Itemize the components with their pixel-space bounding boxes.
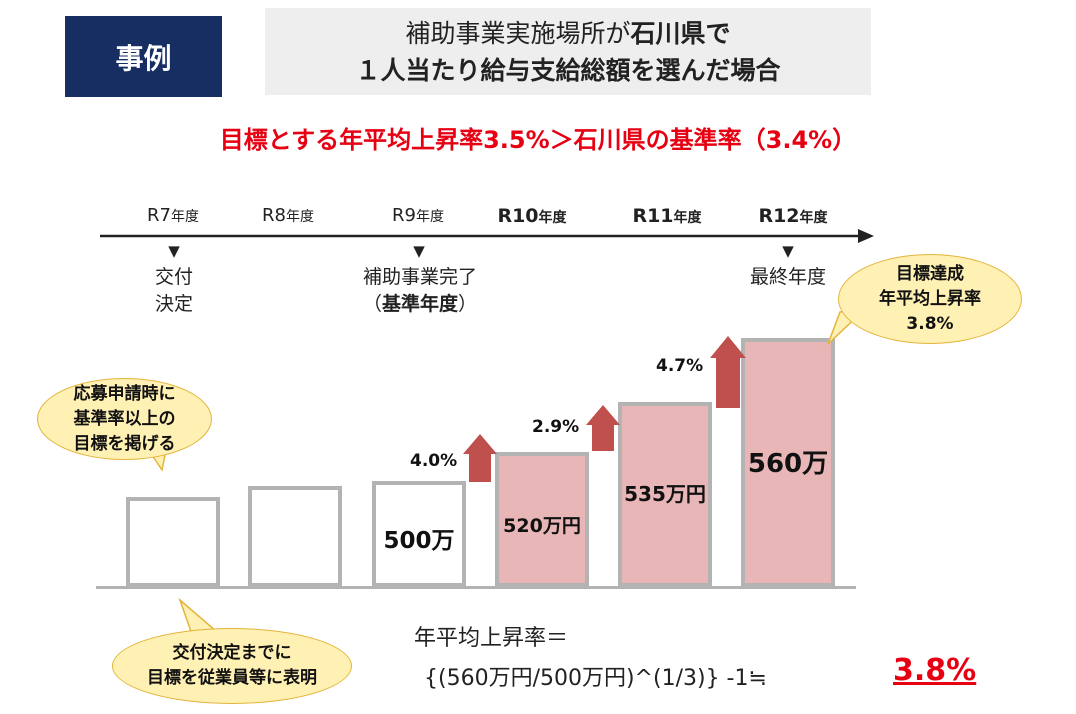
bubble-application-line2: 基準率以上の xyxy=(73,408,176,429)
bubble-disclose-line2: 目標を従業員等に表明 xyxy=(147,668,317,688)
marker-r9-bold: 基準年度 xyxy=(381,293,458,315)
year-r8-suffix: 年度 xyxy=(285,209,314,225)
bar-r11 xyxy=(618,402,712,587)
marker-r7-line1: 交付 xyxy=(154,266,193,288)
marker-triangle-r9: ▼ xyxy=(413,242,425,260)
case-tag: 事例 xyxy=(65,16,222,97)
formula-result: 3.8% xyxy=(893,653,977,688)
bubble-achieve-line2: 年平均上昇率 xyxy=(879,288,981,309)
growth-label-r12: 4.7% xyxy=(656,356,704,376)
subtitle: 目標とする年平均上昇率3.5%＞石川県の基準率（3.4%） xyxy=(219,126,857,154)
marker-r9-paren-close: ） xyxy=(458,293,478,315)
bubble-application-line1: 応募申請時に xyxy=(73,383,176,404)
bubble-achieve: 目標達成 年平均上昇率 3.8% xyxy=(838,254,1022,344)
year-r11-suffix: 年度 xyxy=(673,210,702,226)
growth-arrow-r10 xyxy=(463,434,497,482)
bar-r9 xyxy=(372,481,466,587)
bar-value-r10: 520万円 xyxy=(503,515,581,537)
growth-label-r10: 4.0% xyxy=(410,451,458,471)
bubble-achieve-line1: 目標達成 xyxy=(896,263,964,284)
year-r12-main: R12 xyxy=(758,205,800,227)
year-r9-suffix: 年度 xyxy=(415,209,444,225)
year-r11-main: R11 xyxy=(632,205,674,227)
title-line-1-text: 補助事業実施場所が xyxy=(405,18,631,48)
bar-r10 xyxy=(495,452,589,587)
timeline-arrow xyxy=(100,229,874,243)
marker-r9-paren-open: （ xyxy=(362,293,382,315)
year-r9-main: R9 xyxy=(392,205,416,226)
year-label-r9: R9年度 xyxy=(363,205,473,226)
bar-value-r12: 560万 xyxy=(747,449,829,479)
title-line-2-text: １人当たり給与支給総額を選んだ場合 xyxy=(355,55,781,85)
bubble-achieve-line3: 3.8% xyxy=(906,313,954,334)
growth-arrow-r11 xyxy=(586,405,620,451)
year-r12-suffix: 年度 xyxy=(799,210,828,226)
bar-r7 xyxy=(126,497,220,587)
bubble-disclose-line1: 交付決定までに xyxy=(172,643,292,663)
bubble-application-line3: 目標を掲げる xyxy=(73,433,176,454)
bar-value-r11: 535万円 xyxy=(624,482,706,506)
title-box: 補助事業実施場所が石川県で １人当たり給与支給総額を選んだ場合 xyxy=(265,8,871,95)
year-label-r7: R7年度 xyxy=(118,205,228,226)
marker-triangle-r12: ▼ xyxy=(782,242,794,260)
year-r7-suffix: 年度 xyxy=(170,209,199,225)
marker-triangle-r7: ▼ xyxy=(168,242,180,260)
year-label-r12: R12年度 xyxy=(738,205,848,227)
bar-r12 xyxy=(741,338,835,587)
year-r10-main: R10 xyxy=(497,205,539,227)
year-label-r11: R11年度 xyxy=(612,205,722,227)
growth-label-r11: 2.9% xyxy=(532,417,580,437)
title-line-1: 補助事業実施場所が石川県で xyxy=(405,15,730,52)
year-r10-suffix: 年度 xyxy=(538,210,567,226)
formula-line-2: {(560万円/500万円)^(1/3)} -1≒ xyxy=(424,666,767,691)
marker-r12-line1: 最終年度 xyxy=(749,266,826,288)
marker-note-r12: 最終年度 xyxy=(728,264,848,291)
ground-line xyxy=(96,586,856,589)
formula-line-1: 年平均上昇率＝ xyxy=(414,626,569,651)
marker-r9-line1: 補助事業完了 xyxy=(362,266,477,288)
year-r7-main: R7 xyxy=(147,205,171,226)
title-line-1-bold: 石川県で xyxy=(630,18,731,48)
bubble-disclose: 交付決定までに 目標を従業員等に表明 xyxy=(112,628,352,704)
year-r8-main: R8 xyxy=(262,205,286,226)
marker-r9-line2: （基準年度） xyxy=(330,291,510,318)
title-line-2: １人当たり給与支給総額を選んだ場合 xyxy=(355,52,780,89)
year-label-r10: R10年度 xyxy=(477,205,587,227)
marker-r7-line2: 決定 xyxy=(154,293,193,315)
bar-r8 xyxy=(248,486,342,587)
year-label-r8: R8年度 xyxy=(233,205,343,226)
marker-note-r7: 交付 決定 xyxy=(134,264,214,318)
growth-arrow-r12 xyxy=(710,336,746,408)
bubble-application: 応募申請時に 基準率以上の 目標を掲げる xyxy=(37,378,212,460)
bar-value-r9: 500万 xyxy=(383,528,455,554)
marker-note-r9: 補助事業完了 （基準年度） xyxy=(330,264,510,318)
